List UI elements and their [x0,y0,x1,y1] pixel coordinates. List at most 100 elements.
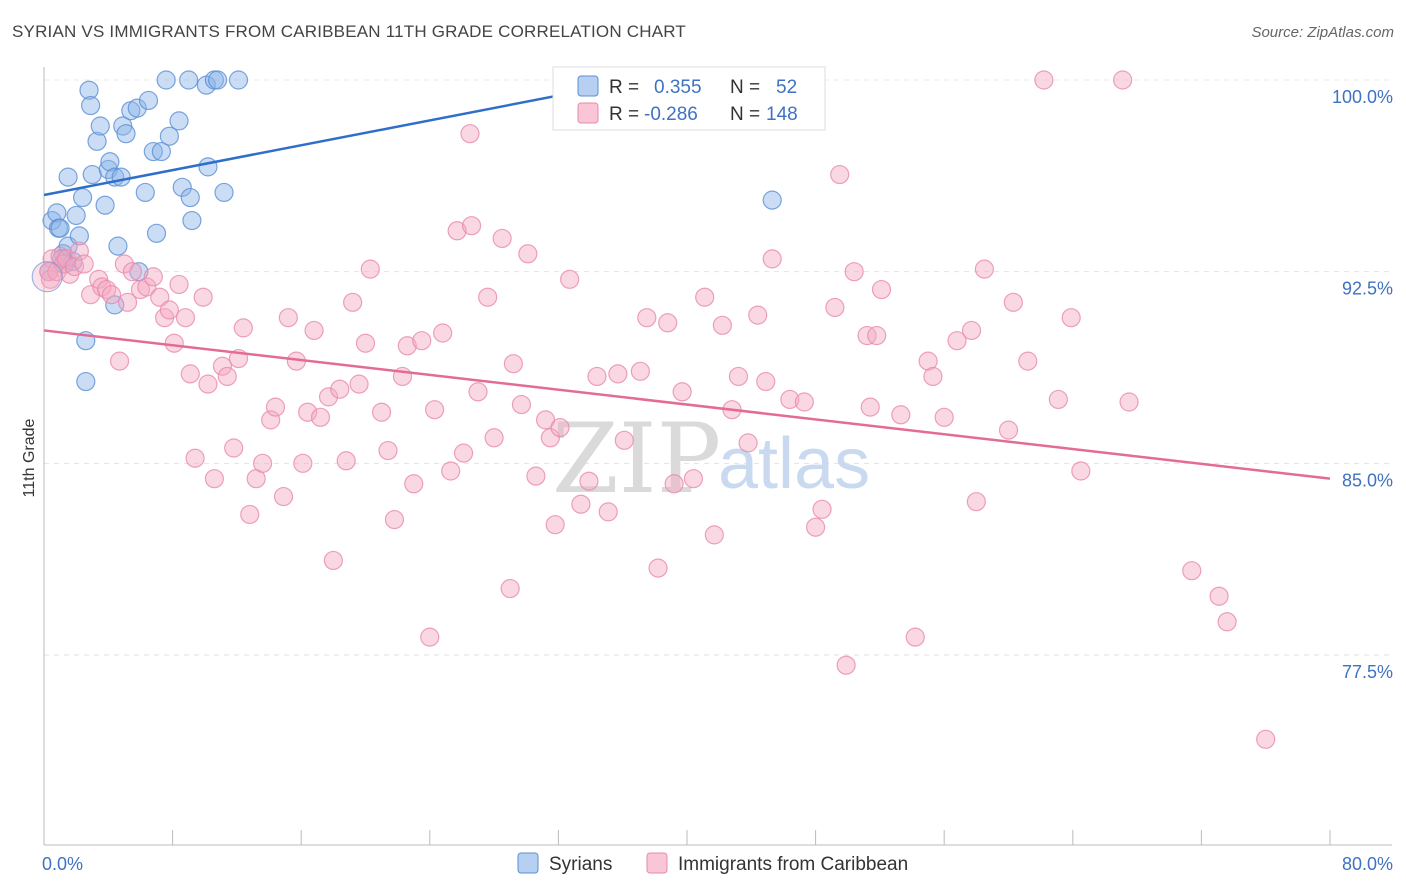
caribbean-point [683,469,704,489]
syrian-point [116,124,136,144]
caribbean-point [598,502,618,522]
caribbean-point [836,655,856,675]
caribbean-point [1003,292,1023,312]
syrian-point [81,95,101,116]
syrian-point [47,203,67,223]
legend-n-label-2: N = [730,104,760,125]
syrian-point [198,157,218,177]
trend-lines [43,78,1331,480]
syrian-point [138,90,159,111]
caribbean-point [550,417,570,438]
caribbean-point [998,420,1019,440]
caribbean-point [412,331,432,351]
trend-line-syrians [43,78,640,197]
stats-legend: R = 0.355 N = 52 R = -0.286 N = 148 [552,66,826,131]
caribbean-point [608,364,628,384]
caribbean-point [587,366,607,387]
caribbean-point [318,387,339,407]
caribbean-point [1061,308,1081,328]
caribbean-point [794,392,814,412]
caribbean-point [336,451,356,471]
legend-r-value-caribbean: -0.286 [644,104,698,125]
syrian-point [76,371,96,392]
legend-swatch-caribbean [577,102,599,124]
caribbean-point [560,269,580,289]
bottom-legend-caribbean: Immigrants from Caribbean [678,854,908,875]
caribbean-point [240,504,260,525]
y-tick-label: 92.5% [1342,279,1393,299]
syrian-point [156,70,176,90]
caribbean-point [1182,561,1202,581]
caribbean-point [273,486,294,507]
syrian-point [82,164,102,185]
syrian-point [95,195,115,215]
caribbean-point [233,318,253,338]
caribbean-point [204,469,224,489]
caribbean-point [164,333,184,353]
caribbean-point [143,267,163,287]
caribbean-point [500,578,520,599]
caribbean-point [648,558,668,578]
syrian-point [159,126,179,146]
caribbean-point [330,379,350,399]
caribbean-point [1048,389,1068,410]
x-tick-label-min: 0.0% [42,854,83,874]
caribbean-point [905,627,925,647]
caribbean-point [74,254,94,274]
syrian-point [100,152,120,172]
caribbean-point [891,405,911,425]
x-tick-label-max: 80.0% [1342,854,1393,874]
caribbean-point [695,287,715,307]
caribbean-point [1071,461,1091,481]
syrian-point [90,116,110,136]
caribbean-point [658,313,678,333]
caribbean-point [304,320,324,341]
caribbean-point [571,494,591,514]
caribbean-point [193,287,213,307]
legend-n-label: N = [730,77,760,98]
syrian-point [228,70,249,90]
syrian-point [135,182,155,203]
caribbean-point [614,430,634,450]
caribbean-point [830,164,850,185]
cluster-point [31,261,63,293]
syrian-point [208,70,228,90]
caribbean-point [511,394,532,415]
caribbean-point [825,297,845,318]
caribbean-point [1119,392,1139,412]
caribbean-point [261,410,281,430]
caribbean-point [278,308,298,328]
caribbean-point [738,433,758,453]
caribbean-point [169,274,189,295]
watermark: ZIP atlas [552,403,870,515]
y-tick-labels: 100.0% 92.5% 85.0% 77.5% [1332,87,1393,682]
caribbean-point [664,474,684,494]
caribbean-point [265,397,286,417]
caribbean-point [447,221,467,241]
watermark-atlas: atlas [718,424,870,504]
caribbean-point [40,269,61,289]
caribbean-point [460,124,480,144]
caribbean-point [122,262,143,282]
bottom-legend-swatch-caribbean [646,852,668,874]
watermark-zip: ZIP [552,403,721,515]
caribbean-point [298,402,318,422]
syrian-point [87,131,107,151]
caribbean-point [478,287,498,307]
caribbean-point [540,428,560,448]
legend-r-label-2: R = [609,104,639,125]
caribbean-point [844,262,864,282]
caribbean-point [360,259,380,279]
syrian-point [146,223,167,243]
legend-r-value-syrians: 0.355 [654,77,702,98]
caribbean-point [704,525,724,545]
syrian-point [180,187,200,208]
caribbean-point [371,402,392,422]
caribbean-point [672,382,692,402]
caribbean-point [310,407,331,427]
caribbean-point [545,515,565,535]
caribbean-point [762,249,782,269]
chart-source: Source: ZipAtlas.com [1251,24,1394,41]
caribbean-point [748,305,768,325]
